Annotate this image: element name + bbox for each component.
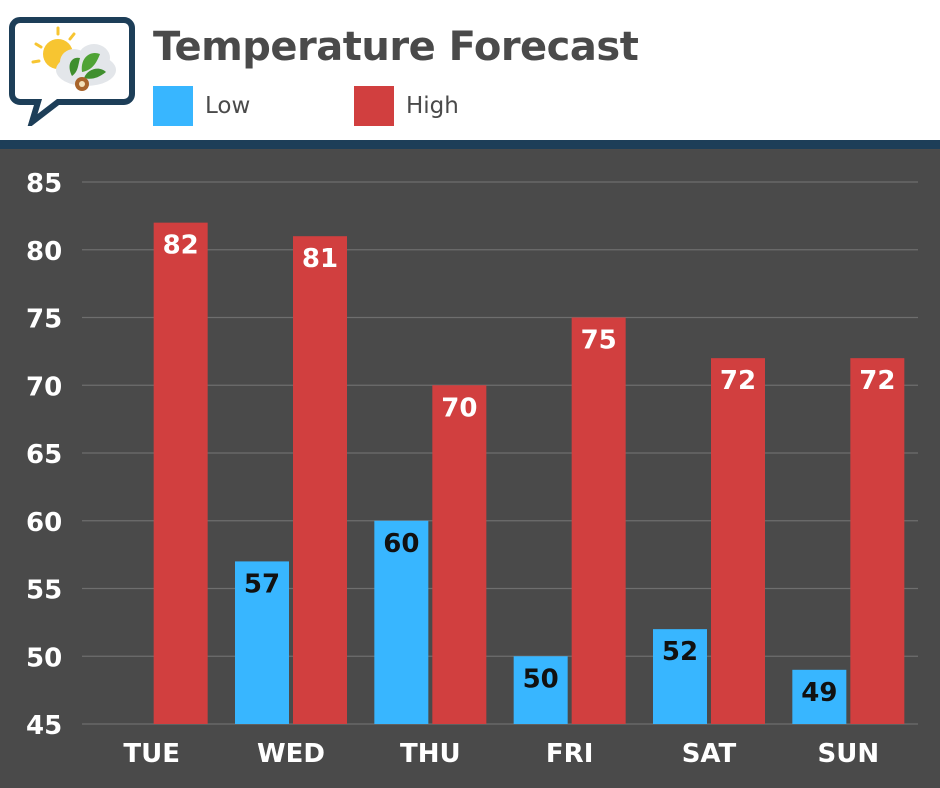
legend-label-low: Low [205, 93, 251, 119]
bar-low-sat [653, 629, 707, 724]
y-tick-label-65: 65 [26, 440, 62, 470]
x-tick-label-fri: FRI [546, 739, 593, 769]
data-label-high-wed: 81 [302, 244, 338, 274]
y-tick-label-80: 80 [26, 237, 62, 267]
x-tick-label-thu: THU [400, 739, 461, 769]
data-label-high-sat: 72 [720, 366, 756, 396]
legend-item-low: Low [153, 86, 250, 126]
x-tick-label-wed: WED [257, 739, 325, 769]
bar-high-thu [432, 385, 487, 724]
data-label-high-thu: 70 [441, 393, 477, 423]
legend-item-high: High [354, 86, 459, 126]
y-tick-label-55: 55 [26, 576, 62, 606]
data-label-high-tue: 82 [163, 231, 199, 261]
y-tick-label-75: 75 [26, 305, 62, 335]
data-label-low-wed: 57 [244, 569, 280, 599]
legend-swatch-high [354, 86, 394, 126]
header-divider [0, 140, 940, 149]
legend-label-high: High [406, 93, 459, 119]
x-tick-label-tue: TUE [123, 739, 180, 769]
y-tick-label-70: 70 [26, 372, 62, 402]
x-tick-label-sat: SAT [682, 739, 737, 769]
data-label-high-sun: 72 [859, 366, 895, 396]
data-label-low-sat: 52 [662, 637, 698, 667]
bar-high-fri [571, 317, 626, 724]
data-label-low-thu: 60 [383, 529, 419, 559]
data-label-low-fri: 50 [523, 664, 559, 694]
bar-low-sun [792, 669, 847, 724]
bar-low-wed [235, 561, 289, 724]
bar-chart: 45 50 55 60 65 70 75 80 85 82 TUE 57 81 WED 60 70 THU 50 7… [26, 169, 918, 769]
x-tick-label-sun: SUN [818, 739, 880, 769]
bar-high-tue [153, 222, 208, 724]
bar-high-sun [850, 358, 905, 724]
legend-swatch-low [153, 86, 193, 126]
weather-leaf-speech-bubble-icon [9, 17, 135, 126]
bar-high-wed [293, 236, 347, 724]
y-tick-label-50: 50 [26, 643, 62, 673]
data-label-high-fri: 75 [581, 326, 617, 356]
page-title: Temperature Forecast [153, 24, 639, 70]
bar-high-sat [711, 358, 765, 724]
y-tick-label-45: 45 [26, 711, 62, 741]
bar-low-thu [374, 520, 429, 724]
data-label-low-sun: 49 [801, 678, 837, 708]
y-tick-label-85: 85 [26, 169, 62, 199]
y-tick-label-60: 60 [26, 508, 62, 538]
bar-low-fri [513, 656, 568, 724]
header: Temperature Forecast Low High [0, 0, 940, 140]
